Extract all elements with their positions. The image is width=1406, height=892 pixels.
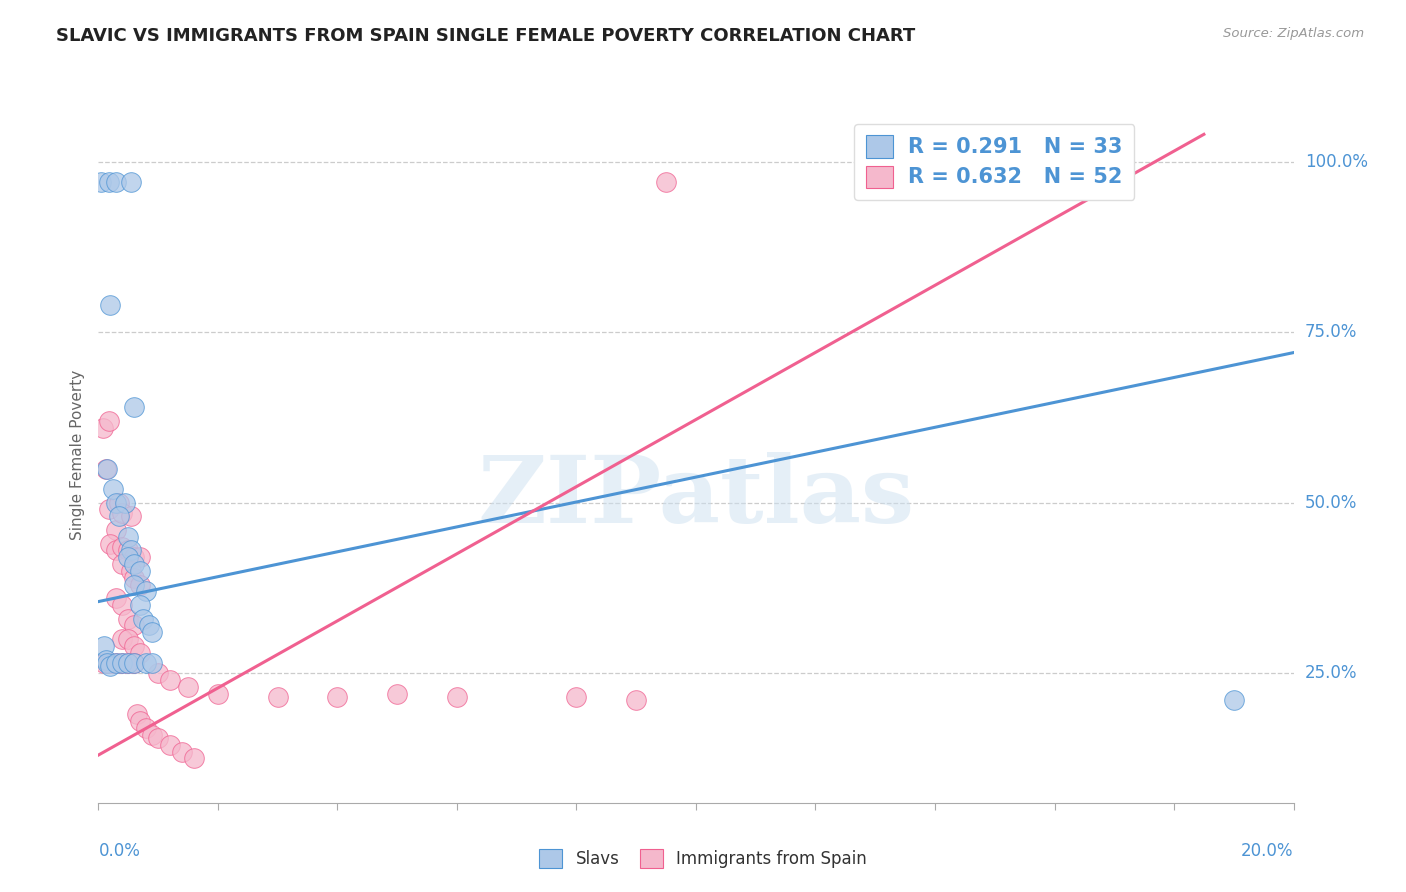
Point bbox=[655, 175, 678, 189]
Point bbox=[124, 618, 146, 632]
Point bbox=[117, 543, 139, 558]
Point bbox=[114, 496, 136, 510]
Point bbox=[111, 557, 134, 571]
Point bbox=[124, 400, 146, 414]
Point bbox=[117, 550, 139, 565]
Point bbox=[124, 571, 146, 585]
Point bbox=[141, 625, 163, 640]
Point bbox=[124, 557, 146, 571]
Point bbox=[117, 530, 139, 544]
Point bbox=[138, 618, 160, 632]
Text: SLAVIC VS IMMIGRANTS FROM SPAIN SINGLE FEMALE POVERTY CORRELATION CHART: SLAVIC VS IMMIGRANTS FROM SPAIN SINGLE F… bbox=[56, 27, 915, 45]
Point bbox=[141, 656, 163, 670]
Point bbox=[98, 659, 122, 673]
Point bbox=[1104, 154, 1126, 169]
Point bbox=[135, 584, 157, 599]
Point bbox=[91, 420, 114, 434]
Point bbox=[124, 577, 146, 591]
Point bbox=[172, 745, 194, 759]
Point bbox=[111, 540, 134, 554]
Point bbox=[159, 738, 181, 752]
Point bbox=[103, 482, 125, 496]
Point bbox=[96, 461, 118, 475]
Point bbox=[117, 632, 139, 646]
Point bbox=[183, 751, 205, 765]
Point bbox=[129, 550, 152, 565]
Point bbox=[132, 612, 155, 626]
Point bbox=[120, 564, 142, 578]
Point bbox=[129, 646, 152, 660]
Point bbox=[96, 656, 118, 670]
Point bbox=[207, 687, 229, 701]
Point bbox=[141, 728, 163, 742]
Legend: Slavs, Immigrants from Spain: Slavs, Immigrants from Spain bbox=[533, 842, 873, 875]
Point bbox=[90, 175, 112, 189]
Text: 25.0%: 25.0% bbox=[1305, 665, 1357, 682]
Point bbox=[98, 536, 122, 550]
Point bbox=[111, 598, 134, 612]
Point bbox=[267, 690, 290, 704]
Point bbox=[111, 656, 134, 670]
Point bbox=[105, 175, 128, 189]
Text: 100.0%: 100.0% bbox=[1305, 153, 1368, 170]
Text: 20.0%: 20.0% bbox=[1241, 842, 1294, 860]
Point bbox=[117, 656, 139, 670]
Text: 75.0%: 75.0% bbox=[1305, 323, 1357, 341]
Point bbox=[117, 612, 139, 626]
Point bbox=[148, 666, 170, 681]
Point bbox=[135, 721, 157, 735]
Point bbox=[94, 461, 117, 475]
Point bbox=[124, 656, 146, 670]
Point bbox=[98, 502, 121, 516]
Point bbox=[105, 543, 128, 558]
Point bbox=[135, 656, 157, 670]
Point bbox=[98, 656, 122, 670]
Point bbox=[177, 680, 200, 694]
Point bbox=[105, 656, 128, 670]
Point bbox=[148, 731, 170, 745]
Point bbox=[93, 639, 115, 653]
Point bbox=[159, 673, 181, 687]
Text: 0.0%: 0.0% bbox=[98, 842, 141, 860]
Point bbox=[624, 693, 647, 707]
Point bbox=[111, 632, 134, 646]
Point bbox=[129, 564, 152, 578]
Point bbox=[108, 509, 131, 524]
Point bbox=[105, 656, 128, 670]
Point bbox=[93, 656, 115, 670]
Legend: R = 0.291   N = 33, R = 0.632   N = 52: R = 0.291 N = 33, R = 0.632 N = 52 bbox=[853, 124, 1135, 200]
Point bbox=[129, 577, 152, 591]
Point bbox=[105, 591, 128, 606]
Point bbox=[127, 707, 149, 722]
Point bbox=[1223, 693, 1246, 707]
Point bbox=[124, 639, 146, 653]
Point bbox=[124, 550, 146, 565]
Point bbox=[385, 687, 409, 701]
Text: ZIPatlas: ZIPatlas bbox=[478, 451, 914, 541]
Point bbox=[117, 656, 139, 670]
Point bbox=[124, 656, 146, 670]
Point bbox=[111, 506, 134, 520]
Point bbox=[98, 298, 122, 312]
Text: Source: ZipAtlas.com: Source: ZipAtlas.com bbox=[1223, 27, 1364, 40]
Point bbox=[105, 496, 128, 510]
Text: 50.0%: 50.0% bbox=[1305, 493, 1357, 512]
Point bbox=[129, 714, 152, 728]
Point bbox=[108, 496, 131, 510]
Point bbox=[120, 543, 142, 558]
Point bbox=[98, 175, 121, 189]
Point bbox=[98, 414, 121, 428]
Point bbox=[120, 509, 142, 524]
Point bbox=[94, 652, 117, 666]
Point bbox=[129, 598, 152, 612]
Point bbox=[105, 523, 128, 537]
Point bbox=[565, 690, 588, 704]
Point bbox=[111, 656, 134, 670]
Point bbox=[446, 690, 468, 704]
Point bbox=[326, 690, 349, 704]
Point bbox=[120, 175, 142, 189]
Y-axis label: Single Female Poverty: Single Female Poverty bbox=[69, 370, 84, 540]
